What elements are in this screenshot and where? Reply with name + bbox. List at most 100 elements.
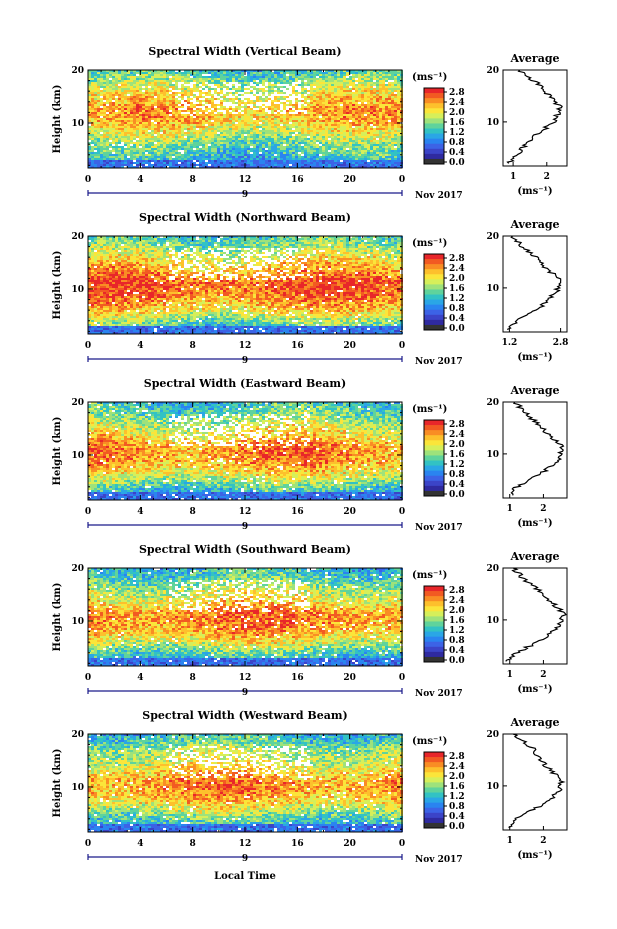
- heatmap-cell: [304, 128, 307, 130]
- heatmap-cell: [139, 140, 142, 142]
- heatmap-cell: [169, 124, 172, 126]
- heatmap-cell: [133, 92, 136, 94]
- heatmap-cell: [253, 72, 256, 74]
- heatmap-cell: [124, 80, 127, 82]
- heatmap-cell: [223, 78, 226, 80]
- heatmap-cell: [379, 134, 382, 136]
- heatmap-cell: [289, 114, 292, 116]
- heatmap-cell: [364, 110, 367, 112]
- heatmap-cell: [343, 146, 346, 148]
- heatmap-cell: [226, 120, 229, 122]
- heatmap-cell: [256, 158, 259, 160]
- heatmap-cell: [145, 114, 148, 116]
- heatmap-cell: [133, 86, 136, 88]
- heatmap-cell: [193, 84, 196, 86]
- heatmap-cell: [325, 162, 328, 164]
- heatmap-cell: [124, 152, 127, 154]
- heatmap-cell: [340, 132, 343, 134]
- heatmap-cell: [373, 96, 376, 98]
- heatmap-cell: [325, 74, 328, 76]
- heatmap-cell: [109, 160, 112, 162]
- heatmap-cell: [148, 128, 151, 130]
- heatmap-cell: [91, 100, 94, 102]
- heatmap-cell: [229, 100, 232, 102]
- heatmap-cell: [355, 126, 358, 128]
- heatmap-cell: [268, 140, 271, 142]
- heatmap-cell: [253, 152, 256, 154]
- heatmap-cell: [376, 136, 379, 138]
- heatmap-cell: [361, 76, 364, 78]
- heatmap-cell: [340, 100, 343, 102]
- heatmap-cell: [247, 72, 250, 74]
- heatmap-cell: [325, 118, 328, 120]
- heatmap-cell: [355, 98, 358, 100]
- heatmap-cell: [286, 162, 289, 164]
- heatmap-cell: [220, 88, 223, 90]
- heatmap-cell: [115, 118, 118, 120]
- heatmap-cell: [283, 136, 286, 138]
- heatmap-cell: [244, 108, 247, 110]
- heatmap-cell: [331, 98, 334, 100]
- heatmap-cell: [346, 74, 349, 76]
- heatmap-cell: [109, 238, 112, 240]
- heatmap-cell: [121, 164, 124, 166]
- heatmap-cell: [262, 136, 265, 138]
- heatmap-cell: [292, 146, 295, 148]
- heatmap-cell: [181, 144, 184, 146]
- heatmap-cell: [355, 138, 358, 140]
- heatmap-cell: [262, 134, 265, 136]
- heatmap-cell: [256, 116, 259, 118]
- heatmap-cell: [343, 76, 346, 78]
- heatmap-cell: [394, 90, 397, 92]
- heatmap-cell: [160, 78, 163, 80]
- heatmap-cell: [154, 108, 157, 110]
- heatmap-cell: [271, 124, 274, 126]
- heatmap-cell: [388, 106, 391, 108]
- colorbar-swatch: [424, 139, 444, 144]
- heatmap-cell: [355, 106, 358, 108]
- heatmap-cell: [133, 120, 136, 122]
- heatmap-cell: [94, 92, 97, 94]
- heatmap-cell: [337, 136, 340, 138]
- heatmap-cell: [106, 154, 109, 156]
- heatmap-cell: [385, 78, 388, 80]
- heatmap-cell: [280, 144, 283, 146]
- heatmap-cell: [106, 116, 109, 118]
- heatmap-cell: [106, 238, 109, 240]
- heatmap-cell: [385, 110, 388, 112]
- heatmap-cell: [265, 86, 268, 88]
- heatmap-cell: [355, 114, 358, 116]
- heatmap-cell: [238, 80, 241, 82]
- heatmap-cell: [268, 78, 271, 80]
- heatmap-cell: [349, 88, 352, 90]
- heatmap-cell: [274, 72, 277, 74]
- heatmap-cell: [205, 158, 208, 160]
- heatmap-cell: [145, 92, 148, 94]
- heatmap-cell: [103, 148, 106, 150]
- heatmap-cell: [238, 94, 241, 96]
- heatmap-cell: [310, 116, 313, 118]
- heatmap-cell: [94, 126, 97, 128]
- heatmap-cell: [274, 160, 277, 162]
- heatmap-cell: [139, 156, 142, 158]
- heatmap-cell: [199, 140, 202, 142]
- heatmap-cell: [97, 134, 100, 136]
- heatmap-cell: [166, 138, 169, 140]
- heatmap-cell: [223, 160, 226, 162]
- heatmap-cell: [367, 152, 370, 154]
- heatmap-cell: [382, 122, 385, 124]
- heatmap-cell: [181, 124, 184, 126]
- heatmap-cell: [328, 74, 331, 76]
- heatmap-cell: [307, 152, 310, 154]
- heatmap-cell: [358, 148, 361, 150]
- heatmap-cell: [97, 102, 100, 104]
- heatmap-cell: [217, 154, 220, 156]
- heatmap-cell: [262, 90, 265, 92]
- heatmap-cell: [259, 116, 262, 118]
- heatmap-cell: [379, 74, 382, 76]
- heatmap-cell: [367, 108, 370, 110]
- heatmap-cell: [364, 90, 367, 92]
- heatmap-cell: [316, 136, 319, 138]
- heatmap-cell: [274, 152, 277, 154]
- heatmap-cell: [181, 160, 184, 162]
